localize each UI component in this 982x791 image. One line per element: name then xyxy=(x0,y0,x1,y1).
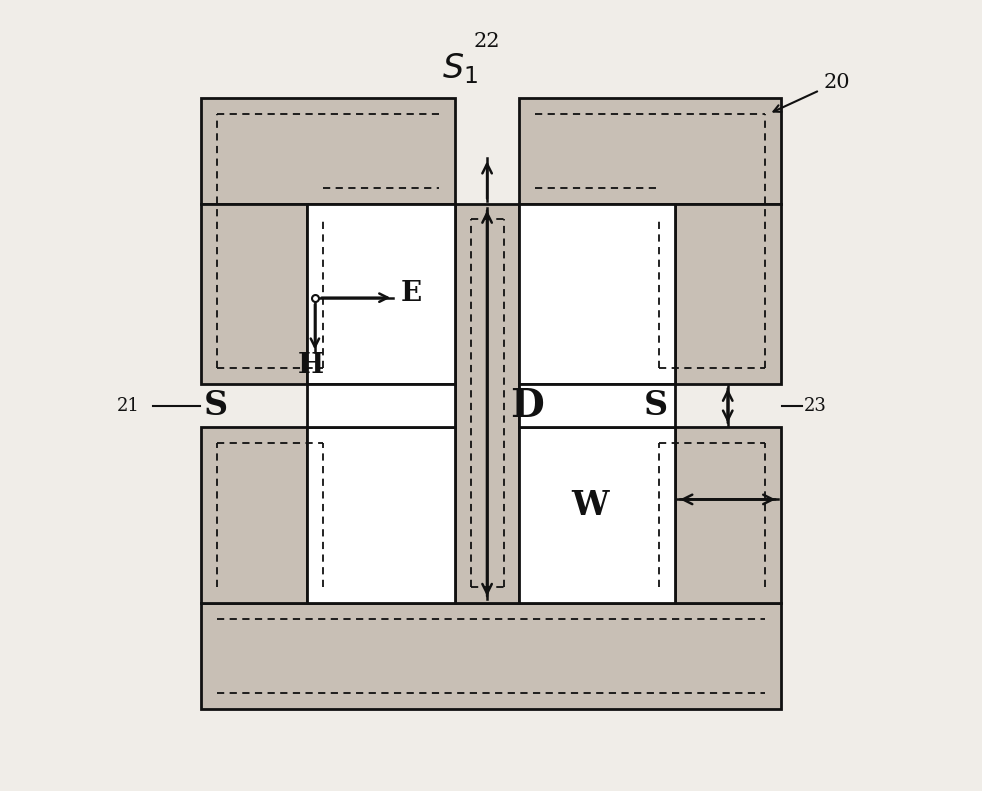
Text: 21: 21 xyxy=(117,396,139,414)
Text: S: S xyxy=(643,389,668,422)
Bar xyxy=(675,204,781,384)
Bar xyxy=(307,384,455,427)
Text: S: S xyxy=(203,389,228,422)
Bar xyxy=(455,204,519,603)
Text: W: W xyxy=(571,489,609,521)
Bar xyxy=(307,427,455,603)
Text: D: D xyxy=(511,387,544,425)
Bar xyxy=(201,204,307,384)
Text: H: H xyxy=(298,353,324,380)
Bar xyxy=(519,384,675,427)
Bar xyxy=(201,603,781,709)
Text: 23: 23 xyxy=(804,396,827,414)
Bar xyxy=(519,98,781,204)
Text: E: E xyxy=(401,280,422,307)
Bar xyxy=(519,427,675,603)
Bar xyxy=(307,204,455,384)
Bar xyxy=(201,427,307,603)
Bar xyxy=(201,98,455,204)
Text: 22: 22 xyxy=(474,32,501,51)
Text: 20: 20 xyxy=(824,73,850,92)
Bar xyxy=(519,204,675,384)
Bar xyxy=(675,427,781,603)
Text: $S_1$: $S_1$ xyxy=(442,51,477,86)
